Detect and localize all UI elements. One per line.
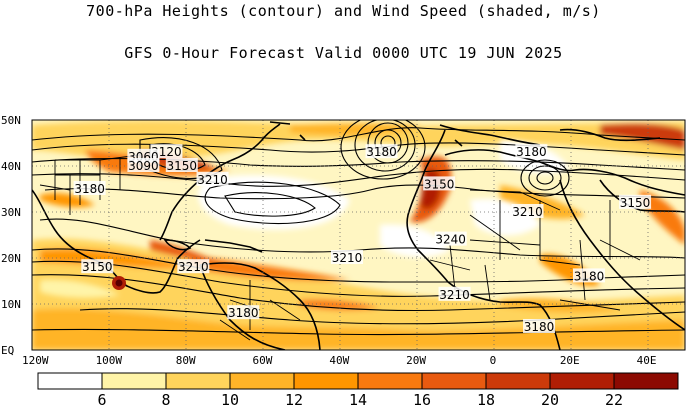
colorbar-swatch <box>229 372 295 390</box>
longitude-labels: 120W 100W 80W 60W 40W 20W 0 20E 40E <box>22 354 657 367</box>
longitude-label: 60W <box>253 354 273 367</box>
contour-label-bg <box>127 158 160 172</box>
latitude-label: 40N <box>1 160 21 173</box>
longitude-label: 40W <box>329 354 349 367</box>
colorbar-swatch <box>485 372 551 390</box>
colorbar-swatch <box>613 372 679 390</box>
contour-label: 3210 <box>178 260 209 274</box>
colorbar-swatch <box>165 372 231 390</box>
contour-label-bg <box>330 250 363 264</box>
latitude-label: 10N <box>1 298 21 311</box>
contour-label-bg <box>523 319 556 333</box>
colorbar-label: 20 <box>541 391 559 407</box>
contour-label-bg <box>423 176 456 191</box>
colorbar-swatch <box>357 372 423 390</box>
chart-title: 700-hPa Heights (contour) and Wind Speed… <box>86 2 601 20</box>
contour-label-bg <box>434 231 467 246</box>
contour-label-bg <box>515 144 548 159</box>
contour-label-bg <box>177 259 210 274</box>
colorbar-label: 22 <box>605 391 623 407</box>
storm-vortex <box>112 276 126 290</box>
contour-label: 3150 <box>167 159 198 173</box>
contour-label-bg <box>572 268 605 283</box>
contour-label-bg <box>438 286 471 301</box>
contour-label: 3180 <box>516 145 547 159</box>
contour-label-bg <box>511 204 544 218</box>
latitude-label: 20N <box>1 252 21 265</box>
contour-label-bg <box>73 181 106 195</box>
contour-label-bg <box>619 194 652 209</box>
longitude-label: 80W <box>176 354 196 367</box>
contour-label: 3180 <box>366 145 397 159</box>
colorbar-label: 16 <box>413 391 431 407</box>
longitude-label: 40E <box>637 354 657 367</box>
colorbar-swatch <box>101 372 167 390</box>
latitude-label: EQ <box>1 344 14 357</box>
colorbar-swatch <box>37 372 103 390</box>
contour-label: 3150 <box>82 260 113 274</box>
contour-label-bg <box>196 171 229 186</box>
colorbar: 6 8 10 12 14 16 18 20 22 <box>37 372 679 407</box>
contour-label: 3180 <box>228 306 259 320</box>
longitude-label: 120W <box>22 354 49 367</box>
colorbar-label: 10 <box>221 391 239 407</box>
contour-label: 3210 <box>439 288 470 302</box>
contour-label: 3180 <box>524 320 555 334</box>
colorbar-label: 14 <box>349 391 367 407</box>
contour-label: 3180 <box>574 269 605 283</box>
colorbar-label: 8 <box>161 391 170 407</box>
contour-label: 3150 <box>424 177 455 191</box>
contour-label: 3210 <box>332 251 363 265</box>
colorbar-label: 6 <box>97 391 106 407</box>
longitude-label: 0 <box>490 354 497 367</box>
colorbar-label: 12 <box>285 391 303 407</box>
contour-label: 3210 <box>512 205 543 219</box>
colorbar-swatch <box>293 372 359 390</box>
latitude-labels: 50N 40N 30N 20N 10N EQ <box>1 114 21 357</box>
contour-label: 3210 <box>197 173 228 187</box>
colorbar-swatch <box>549 372 615 390</box>
chart-subtitle: GFS 0-Hour Forecast Valid 0000 UTC 19 JU… <box>124 44 563 62</box>
longitude-label: 20E <box>560 354 580 367</box>
contour-label-bg <box>165 158 198 172</box>
latitude-label: 30N <box>1 206 21 219</box>
latitude-label: 50N <box>1 114 21 127</box>
colorbar-swatch <box>421 372 487 390</box>
contour-label-bg <box>365 144 398 159</box>
map-frame <box>31 119 686 351</box>
contour-label: 3180 <box>74 182 105 196</box>
contour-label: 3150 <box>620 196 651 210</box>
contour-label: 3240 <box>435 233 466 247</box>
colorbar-label: 18 <box>477 391 495 407</box>
contour-label-bg <box>81 259 114 274</box>
contour-label: 3090 <box>128 159 159 173</box>
longitude-label: 100W <box>96 354 123 367</box>
contour-label-bg <box>227 305 260 320</box>
longitude-label: 20W <box>406 354 426 367</box>
